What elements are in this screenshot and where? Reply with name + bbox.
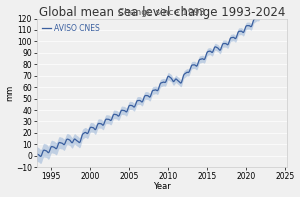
AVISO CNES (126, 109, 129, 111)
AVISO CNES (33, 152, 37, 155)
AVISO CNES (135, 100, 139, 102)
Legend: AVISO CNES: AVISO CNES (40, 22, 102, 34)
AVISO CNES (202, 58, 205, 60)
Y-axis label: mm: mm (6, 85, 15, 101)
AVISO CNES (48, 150, 51, 152)
X-axis label: Year: Year (153, 182, 171, 191)
Line: AVISO CNES: AVISO CNES (35, 0, 281, 156)
AVISO CNES (86, 132, 90, 134)
AVISO CNES (134, 102, 138, 105)
AVISO CNES (39, 155, 42, 158)
Text: Change since 1993: Change since 1993 (118, 8, 206, 17)
AVISO CNES (280, 0, 283, 2)
AVISO CNES (276, 0, 280, 1)
Title: Global mean sea level change 1993-2024: Global mean sea level change 1993-2024 (39, 6, 285, 19)
